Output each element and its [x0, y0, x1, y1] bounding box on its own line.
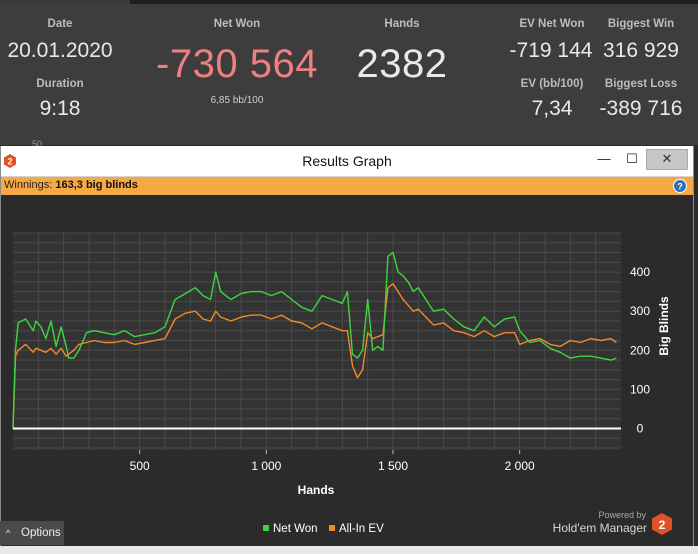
options-button[interactable]: ^ Options: [0, 521, 64, 545]
powered-by-text: Powered by: [598, 510, 646, 520]
top-tab-strip: [0, 0, 698, 4]
x-tick-label: 1 000: [251, 459, 281, 473]
legend-swatch-all-in-ev: [329, 525, 335, 531]
winnings-label: Winnings:: [4, 179, 53, 191]
x-tick-label: 500: [130, 459, 150, 473]
minimize-button[interactable]: —: [597, 151, 611, 166]
ev-bb100-label: EV (bb/100): [520, 78, 584, 90]
winnings-value: 163,3 big blinds: [55, 179, 138, 191]
date-value: 20.01.2020: [7, 39, 113, 62]
results-graph-window: 2 Results Graph — ☐ ✕ Winnings: 163,3 bi…: [0, 146, 694, 552]
duration-label: Duration: [36, 78, 84, 90]
y-tick-label: 100: [630, 382, 650, 396]
legend-label-net-won: Net Won: [273, 523, 318, 535]
window-title: Results Graph: [302, 153, 392, 169]
biggest-win-label: Biggest Win: [607, 18, 675, 30]
options-label: Options: [21, 527, 61, 539]
maximize-button[interactable]: ☐: [626, 151, 638, 166]
hem-app-icon: 2: [4, 154, 16, 168]
biggest-win-value: 316 929: [603, 39, 679, 62]
y-axis-ticks: 0 100 200 300 400: [630, 265, 650, 435]
y-axis-label: Big Blinds: [657, 296, 671, 356]
winnings-banner: Winnings: 163,3 big blinds ?: [1, 177, 693, 195]
ev-bb100-value: 7,34: [531, 97, 573, 120]
hem-logo-text: 2: [659, 518, 666, 532]
x-axis-ticks: 500 1 000 1 500 2 000: [130, 450, 535, 473]
x-tick-label: 1 500: [378, 459, 408, 473]
x-tick-label: 2 000: [505, 459, 535, 473]
series-line-net-won: [12, 251, 617, 429]
biggest-loss-label: Biggest Loss: [604, 78, 678, 90]
series-line-all-in-ev: [12, 283, 617, 429]
help-icon[interactable]: ?: [673, 179, 687, 193]
help-glyph: ?: [677, 182, 683, 192]
bottom-strip: [0, 546, 698, 554]
net-won-label: Net Won: [213, 18, 261, 30]
legend-label-all-in-ev: All-In EV: [339, 523, 384, 535]
winnings-summary: Winnings: 163,3 big blinds: [4, 179, 138, 191]
hands-label: Hands: [384, 18, 420, 30]
clipped-number: 50: [32, 139, 43, 149]
hands-value: 2382: [356, 42, 448, 86]
biggest-loss-value: -389 716: [599, 97, 683, 120]
y-tick-label: 200: [630, 343, 650, 357]
window-titlebar[interactable]: 2 Results Graph — ☐ ✕: [1, 146, 693, 177]
hem-logo-icon: [652, 513, 672, 535]
ev-net-won-value: -719 144: [509, 39, 593, 62]
bb-per-100-value: 6,85 bb/100: [210, 95, 264, 106]
close-button[interactable]: ✕: [646, 149, 688, 170]
date-label: Date: [47, 18, 73, 30]
y-tick-label: 0: [637, 421, 644, 435]
branding: Powered by Hold'em Manager 2: [553, 510, 672, 535]
ev-net-won-label: EV Net Won: [519, 18, 585, 30]
x-axis-label: Hands: [298, 483, 335, 497]
y-tick-label: 300: [630, 304, 650, 318]
legend-swatch-net-won: [263, 525, 269, 531]
active-tab[interactable]: [0, 0, 130, 4]
net-won-value: -730 564: [156, 42, 318, 86]
chevron-up-icon: ^: [6, 528, 11, 538]
results-chart: 500 1 000 1 500 2 000 0 100 200 300 400 Hands B…: [1, 195, 693, 552]
series-group: [12, 251, 617, 429]
product-name: Hold'em Manager: [553, 521, 647, 535]
y-tick-label: 400: [630, 265, 650, 279]
app-icon-text: 2: [7, 157, 12, 167]
duration-value: 9:18: [39, 97, 81, 120]
session-stats-panel: Date 20.01.2020 Duration 9:18 Net Won -7…: [0, 4, 698, 145]
legend: Net Won All-In EV: [263, 523, 384, 535]
